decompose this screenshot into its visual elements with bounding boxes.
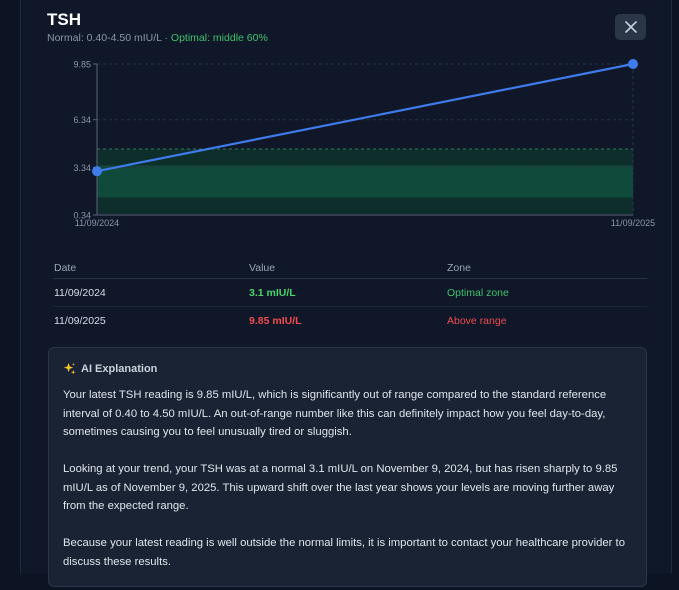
y-tick-label: 6.34 [73,115,91,125]
lab-detail-modal: TSH Normal: 0.40-4.50 mIU/L · Optimal: m… [20,0,672,587]
y-tick-label: 0.34 [73,211,91,221]
row-zone: Optimal zone [447,286,509,299]
ai-explanation-header: AI Explanation [63,362,157,375]
row-date: 11/09/2024 [54,286,106,299]
x-tick-label: 11/09/2024 [75,218,119,228]
ai-paragraph: Looking at your trend, your TSH was at a… [63,463,618,512]
x-tick-label: 11/09/2025 [611,218,655,228]
results-table: Date Value Zone 11/09/2024 3.1 mIU/L Opt… [53,258,647,334]
sparkles-icon [63,362,76,375]
row-date: 11/09/2025 [54,314,106,327]
y-tick-label: 9.85 [73,60,91,70]
page-title: TSH [47,10,81,29]
optimal-range-text: Optimal: middle 60% [170,32,268,44]
ai-explanation-body: Your latest TSH reading is 9.85 mIU/L, w… [63,386,635,590]
col-header-zone: Zone [447,262,471,274]
y-tick-label: 3.34 [73,163,91,173]
ai-explanation-panel: AI Explanation Your latest TSH reading i… [48,347,647,587]
row-zone: Above range [447,314,507,327]
subtitle-separator: · [161,32,171,44]
optimal-range-band [97,165,633,198]
data-point [628,59,638,69]
normal-range-text: Normal: 0.40-4.50 mIU/L [47,32,162,44]
close-icon [624,21,637,33]
close-button[interactable] [615,14,646,40]
data-point [92,166,102,177]
ai-paragraph: Your latest TSH reading is 9.85 mIU/L, w… [63,389,607,438]
col-header-value: Value [249,262,276,274]
table-row: 11/09/2025 9.85 mIU/L Above range [53,307,647,334]
table-header: Date Value Zone [53,258,647,279]
table-row: 11/09/2024 3.1 mIU/L Optimal zone [53,279,647,307]
ai-explanation-title: AI Explanation [81,362,158,375]
col-header-date: Date [54,262,77,274]
row-value: 3.1 mIU/L [249,286,296,299]
range-subtitle: Normal: 0.40-4.50 mIU/L · Optimal: middl… [47,32,268,44]
ai-paragraph: Because your latest reading is well outs… [63,537,625,568]
row-value: 9.85 mIU/L [249,314,302,327]
series-line [96,62,634,173]
